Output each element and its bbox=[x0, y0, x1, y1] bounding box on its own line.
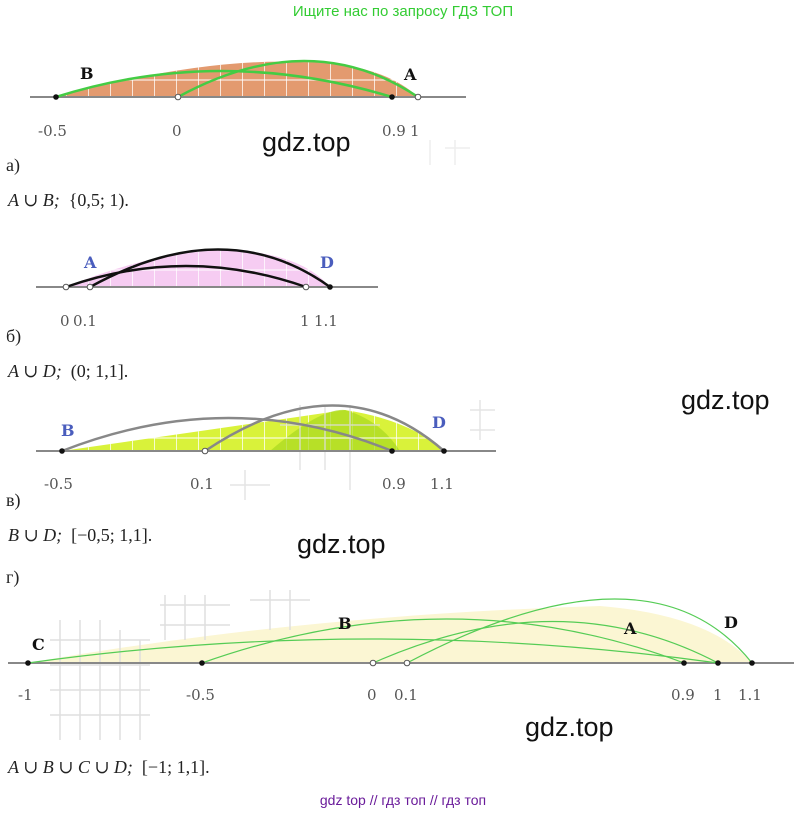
answer-b: A ∪ D; (0; 1,1]. bbox=[8, 361, 128, 382]
watermark-text: gdz.top bbox=[525, 712, 614, 742]
tick-label: 0.9 bbox=[382, 122, 406, 140]
answer-interval: (0; 1,1]. bbox=[70, 361, 129, 381]
tick-label: 0.9 bbox=[382, 475, 406, 493]
set-label-b-c: B bbox=[61, 421, 75, 440]
tick-label: 1.1 bbox=[314, 312, 338, 330]
tick-label: 0.9 bbox=[671, 686, 695, 704]
answer-sets: A ∪ D; bbox=[8, 361, 62, 381]
answer-d: A ∪ B ∪ C ∪ D; [−1; 1,1]. bbox=[8, 757, 210, 778]
tick-label: -1 bbox=[18, 686, 33, 704]
arc-set-b-d bbox=[201, 618, 685, 664]
arc-set-b bbox=[55, 69, 393, 99]
watermark-text: gdz.top bbox=[681, 385, 770, 415]
tick-label: -0.5 bbox=[38, 122, 67, 140]
tick-label: 0.1 bbox=[190, 475, 214, 493]
tick-label: 1 bbox=[410, 122, 420, 140]
set-label-a-d: A bbox=[623, 619, 637, 638]
answer-c: B ∪ D; [−0,5; 1,1]. bbox=[8, 525, 152, 546]
set-label-b-a: B bbox=[80, 64, 94, 83]
tick-label: 0 bbox=[172, 122, 182, 140]
tick-label: 0 bbox=[367, 686, 377, 704]
set-label-d-b: D bbox=[320, 253, 334, 272]
answer-sets: B ∪ D; bbox=[8, 525, 63, 545]
set-label-a-b: A bbox=[83, 253, 97, 272]
watermark-text: gdz.top bbox=[262, 127, 351, 157]
tick-label: 1 bbox=[713, 686, 723, 704]
arc-set-d-c bbox=[204, 404, 445, 453]
tick-label: 0 bbox=[60, 312, 70, 330]
header-search-hint-link[interactable]: Ищите нас по запросу ГДЗ ТОП bbox=[292, 3, 514, 20]
set-label-d-c: D bbox=[432, 413, 446, 432]
tick-label: 1 bbox=[300, 312, 310, 330]
answer-interval: {0,5; 1). bbox=[68, 190, 129, 210]
arc-set-d-d bbox=[406, 598, 753, 664]
arc-set-d-b bbox=[89, 248, 331, 289]
set-label-c-d: C bbox=[32, 635, 45, 654]
footer-links[interactable]: gdz top // гдз топ // гдз топ bbox=[319, 792, 487, 808]
arc-set-a bbox=[177, 59, 419, 99]
part-label-d: г) bbox=[6, 567, 20, 587]
answer-sets: A ∪ B ∪ C ∪ D; bbox=[8, 757, 133, 777]
arc-set-a-b bbox=[65, 264, 307, 289]
set-label-a-a: A bbox=[403, 65, 417, 84]
answer-sets: A ∪ B; bbox=[8, 190, 60, 210]
set-label-b-d: B bbox=[338, 614, 352, 633]
watermark-text: gdz.top bbox=[297, 529, 386, 559]
arc-set-a-d bbox=[372, 620, 719, 664]
tick-label: 1.1 bbox=[430, 475, 454, 493]
arc-set-b-c bbox=[61, 416, 393, 453]
part-label-b: б) bbox=[6, 326, 22, 346]
part-label-a: а) bbox=[6, 155, 20, 175]
tick-label: -0.5 bbox=[44, 475, 73, 493]
arc-set-c-d bbox=[27, 638, 719, 664]
answer-interval: [−1; 1,1]. bbox=[141, 757, 210, 777]
tick-label: 0.1 bbox=[73, 312, 97, 330]
answer-a: A ∪ B; {0,5; 1). bbox=[8, 190, 129, 211]
part-label-c: в) bbox=[6, 490, 21, 510]
union-region-d bbox=[28, 606, 752, 663]
tick-label: -0.5 bbox=[186, 686, 215, 704]
set-label-d-d: D bbox=[724, 613, 738, 632]
tick-label: 1.1 bbox=[738, 686, 762, 704]
tick-label: 0.1 bbox=[394, 686, 418, 704]
answer-interval: [−0,5; 1,1]. bbox=[71, 525, 153, 545]
